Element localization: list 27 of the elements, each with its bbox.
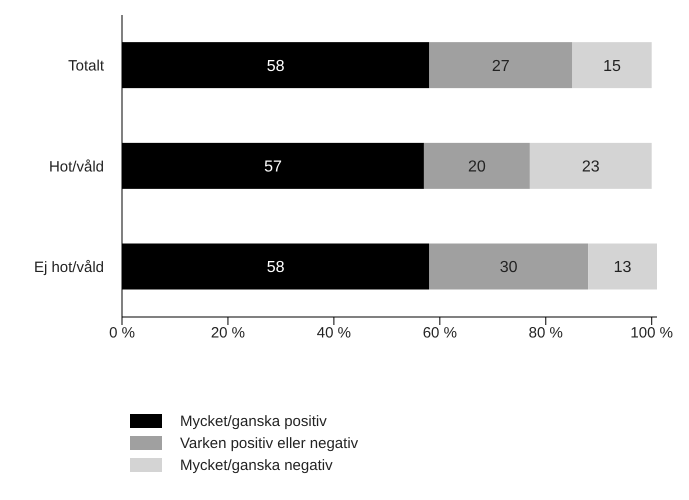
data-label: 20 [468,158,486,176]
data-label: 58 [266,58,285,75]
x-tick-label: 40 % [316,324,351,342]
x-tick-label: 60 % [422,324,457,342]
x-tick-label: 20 % [210,324,246,342]
y-tick-label: Ej hot/våld [34,258,104,276]
data-label: 13 [614,259,632,276]
y-tick-label: Hot/våld [48,158,104,176]
bar [530,142,652,189]
bar [429,42,572,88]
legend-label: Varken positiv eller negativ [180,434,358,452]
bar [424,142,530,189]
bar [429,244,588,290]
x-tick-label: 0 % [109,324,135,342]
data-label: 15 [603,58,621,75]
bar [572,42,652,88]
legend-label: Mycket/ganska negativ [180,456,333,474]
x-tick-label: 80 % [528,324,563,342]
data-label: 57 [264,158,282,176]
data-label: 58 [266,259,285,276]
data-label: 27 [492,58,510,75]
x-tick-label: 100 % [630,324,673,342]
data-label: 23 [582,158,600,176]
legend-label: Mycket/ganska positiv [180,412,327,430]
data-label: 30 [500,259,518,276]
bar [588,244,657,290]
y-tick-label: Totalt [68,58,105,75]
